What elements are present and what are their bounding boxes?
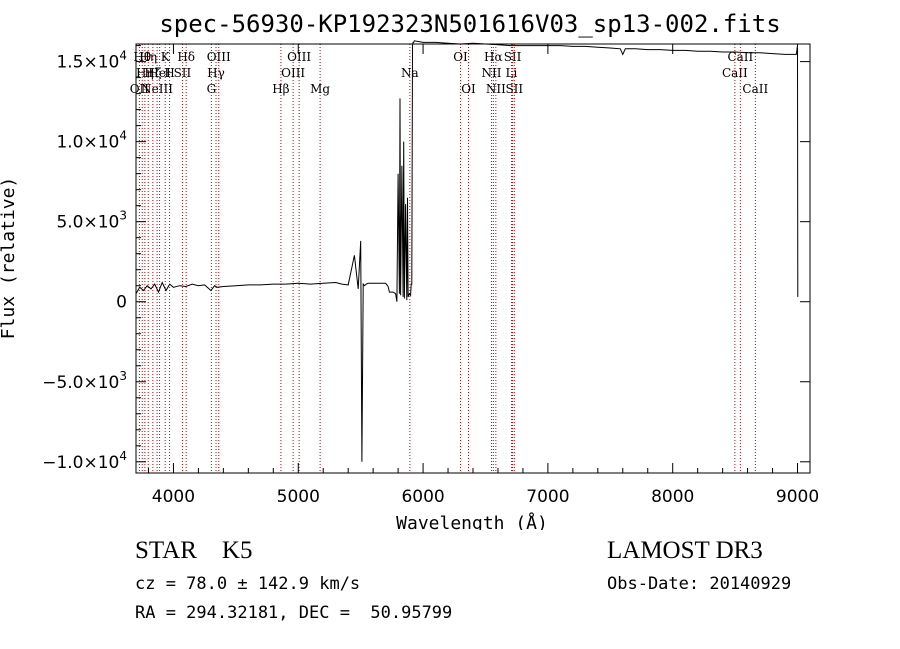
line-label-28: CaII bbox=[727, 50, 753, 64]
y-axis-label: Flux (relative) bbox=[0, 177, 19, 340]
line-label-12: Hγ bbox=[207, 66, 225, 80]
x-axis-label: Wavelength (Å) bbox=[396, 512, 548, 530]
line-label-26: SII bbox=[505, 82, 523, 96]
line-label-25: SII bbox=[504, 50, 522, 64]
line-label-21: NII bbox=[481, 66, 501, 80]
spectral-line-markers: OIIHθHηHηHζNeIIIHeIKHSIIHδGHγOIIIHβOIIIO… bbox=[130, 44, 768, 473]
y-tick-label-3: 0 bbox=[116, 293, 127, 313]
y-axis: 1.5×104 1.0×104 5.0×103 0 −5.0×103 −1.0×104 bbox=[42, 45, 810, 473]
y-tick-label-0: 1.5×104 bbox=[56, 49, 127, 73]
x-tick-label-0: 4000 bbox=[152, 487, 195, 507]
line-label-22: Hα bbox=[484, 50, 503, 64]
line-label-10: Hδ bbox=[177, 50, 195, 64]
line-label-6: HeI bbox=[148, 66, 171, 80]
line-label-29: CaII bbox=[742, 82, 768, 96]
y-tick-label-5: −1.0×104 bbox=[42, 449, 127, 473]
x-tick-label-1: 5000 bbox=[277, 487, 320, 507]
line-label-14: Hβ bbox=[272, 82, 289, 96]
spectrum-series bbox=[135, 40, 799, 462]
spectrum-line-0 bbox=[135, 40, 799, 462]
line-label-9: SII bbox=[174, 66, 192, 80]
line-label-5: NeIII bbox=[141, 82, 173, 96]
plot-frame bbox=[135, 43, 811, 474]
line-label-7: K bbox=[161, 50, 171, 64]
line-label-8: H bbox=[164, 66, 174, 80]
x-tick-label-4: 8000 bbox=[651, 487, 694, 507]
x-tick-label-5: 9000 bbox=[776, 487, 819, 507]
spectrum-chart: spec-56930-KP192323N501616V03_sp13-002.f… bbox=[0, 10, 819, 530]
x-tick-label-2: 6000 bbox=[401, 487, 444, 507]
line-label-27: CaII bbox=[722, 66, 748, 80]
y-tick-label-2: 5.0×103 bbox=[56, 209, 127, 233]
obs-date-label: Obs-Date: 20140929 bbox=[607, 574, 792, 594]
line-label-20: OI bbox=[461, 82, 476, 96]
line-label-23: NII bbox=[486, 82, 506, 96]
line-label-15: OIII bbox=[281, 66, 305, 80]
line-label-16: OIII bbox=[287, 50, 311, 64]
line-label-18: Na bbox=[401, 66, 419, 80]
line-label-19: OI bbox=[453, 50, 468, 64]
coordinates-label: RA = 294.32181, DEC = 50.95799 bbox=[135, 603, 453, 623]
line-label-2: Hη bbox=[136, 66, 154, 80]
object-class-label: STAR K5 bbox=[135, 537, 253, 564]
line-label-1: Hθ bbox=[133, 50, 151, 64]
line-label-4: Hζ bbox=[144, 66, 161, 80]
y-tick-label-4: −5.0×103 bbox=[42, 369, 127, 393]
line-label-11: G bbox=[207, 82, 217, 96]
redshift-label: cz = 78.0 ± 142.9 km/s bbox=[135, 574, 361, 594]
line-label-13: OIII bbox=[207, 50, 231, 64]
y-tick-label-1: 1.0×104 bbox=[56, 129, 127, 153]
line-label-24: Li bbox=[506, 66, 518, 80]
x-axis: 4000 5000 6000 7000 8000 9000 bbox=[147, 44, 819, 507]
survey-label: LAMOST DR3 bbox=[607, 537, 763, 564]
chart-title: spec-56930-KP192323N501616V03_sp13-002.f… bbox=[159, 10, 780, 38]
line-label-17: Mg bbox=[310, 82, 330, 96]
x-tick-label-3: 7000 bbox=[526, 487, 569, 507]
